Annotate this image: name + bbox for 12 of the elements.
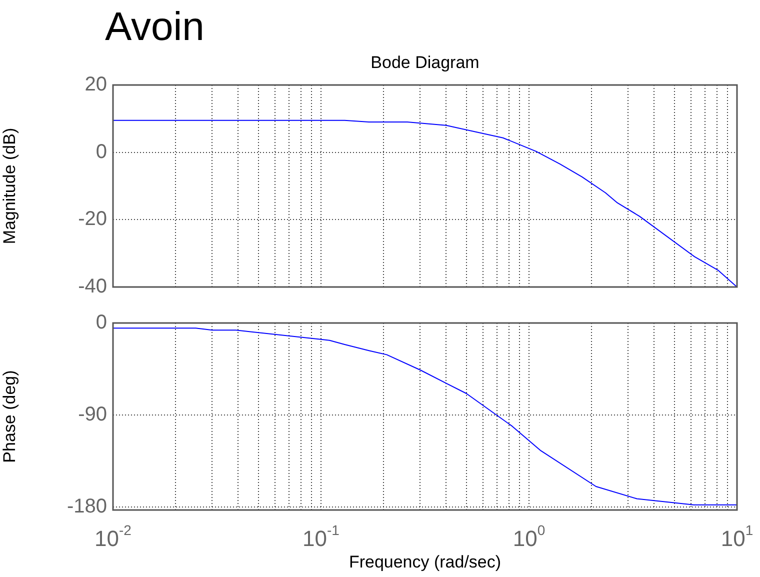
y-axis-title: Magnitude (dB) [0, 128, 19, 244]
y-tick-label: -20 [78, 208, 107, 230]
y-tick-label: -40 [78, 276, 107, 298]
x-axis-title: Frequency (rad/sec) [348, 552, 502, 572]
chart-title: Avoin [105, 5, 204, 49]
y-tick-label: -90 [78, 403, 107, 426]
chart-subtitle: Bode Diagram [370, 53, 480, 72]
y-tick-label: -180 [66, 495, 107, 518]
y-tick-label: 0 [96, 140, 107, 163]
y-tick-label: 0 [96, 312, 107, 334]
y-axis-title: Phase (deg) [0, 370, 19, 463]
y-tick-label: 20 [84, 74, 107, 96]
